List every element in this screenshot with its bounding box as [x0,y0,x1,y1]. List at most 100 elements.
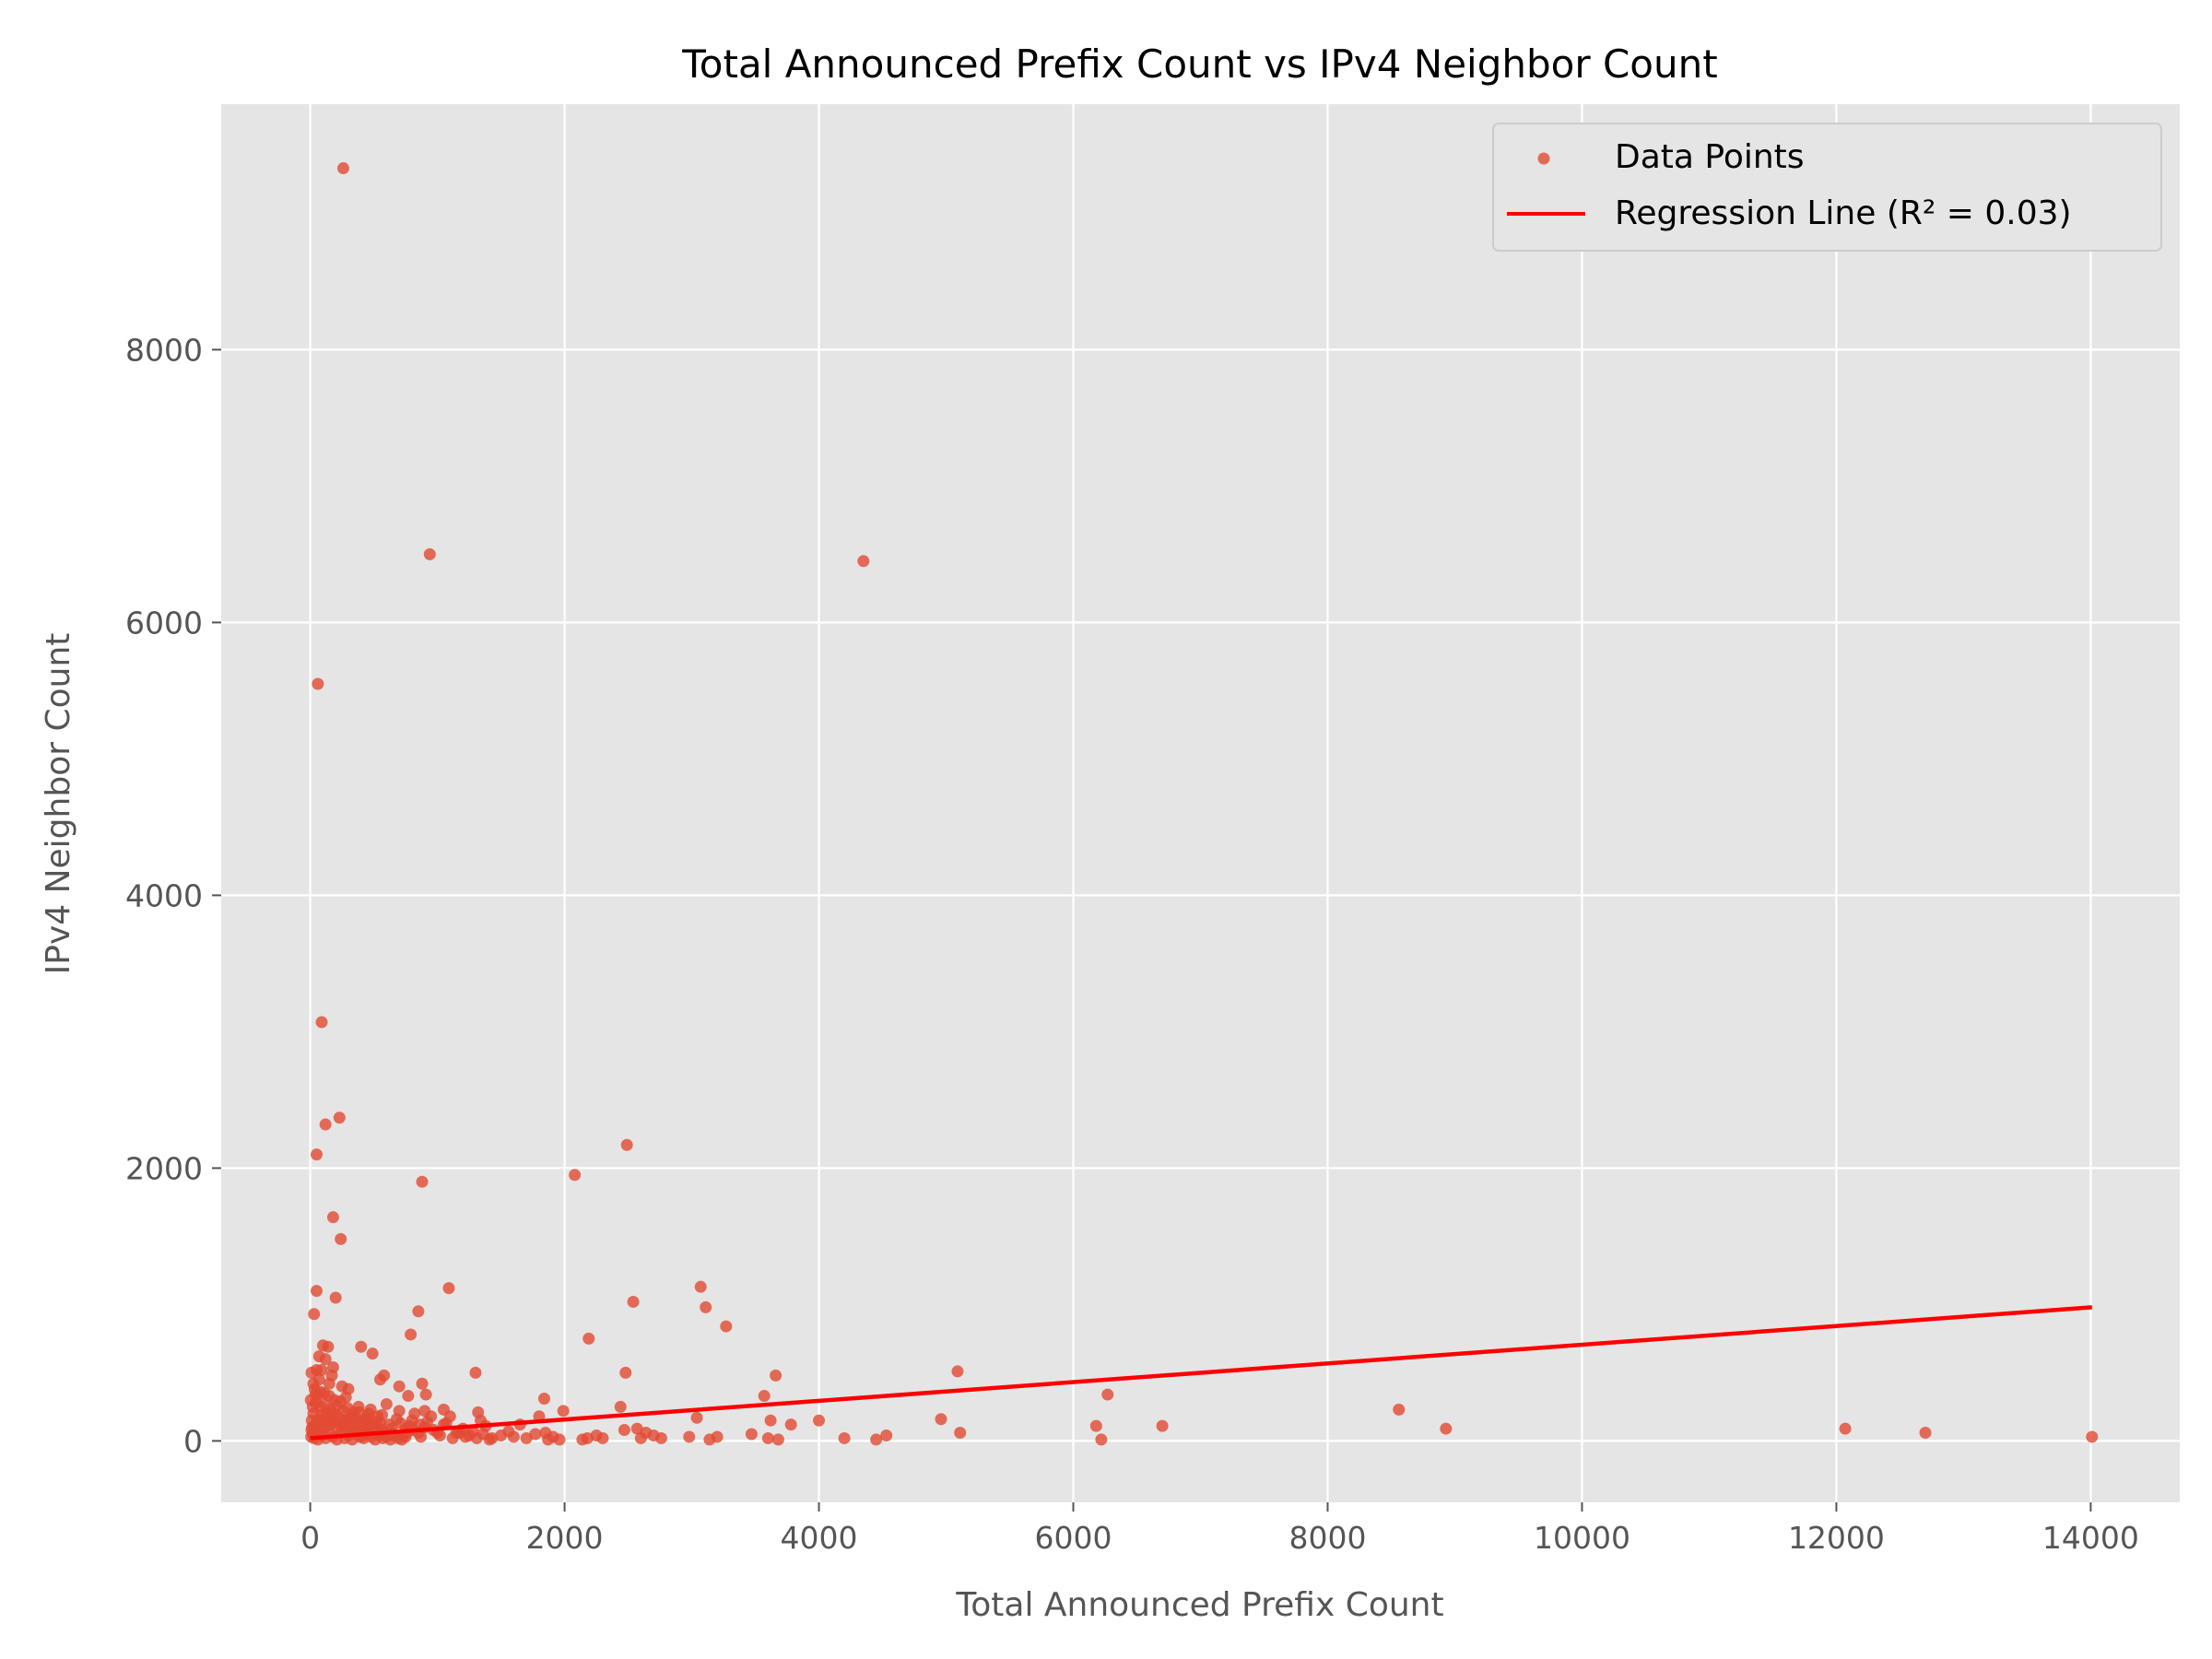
data-point [758,1390,771,1403]
data-point [761,1431,774,1444]
data-point [694,1280,707,1293]
data-point [405,1328,418,1341]
data-point [1156,1419,1169,1432]
data-point [309,1388,322,1401]
data-point [935,1413,947,1426]
data-point [355,1340,368,1353]
data-point [366,1347,379,1360]
data-point [618,1424,630,1437]
data-point [326,1211,339,1224]
data-point [619,1366,632,1379]
data-point [433,1429,446,1441]
data-point [690,1411,703,1424]
data-point [394,1417,407,1430]
data-point [345,1421,358,1434]
data-point [402,1390,415,1403]
data-point [857,555,870,568]
data-point [373,1373,386,1386]
data-point [1919,1427,1932,1440]
legend-box [1492,123,2162,252]
chart-title: Total Announced Prefix Count vs IPv4 Nei… [681,41,1717,87]
data-point [576,1433,589,1446]
data-point [557,1405,570,1418]
legend-label-data-points: Data Points [1615,138,1805,176]
data-point [319,1353,332,1366]
data-point [954,1427,967,1440]
x-axis-label: Total Announced Prefix Count [955,1586,1443,1624]
data-point [380,1397,393,1410]
data-point [539,1427,552,1440]
y-tick-label: 0 [183,1423,203,1459]
data-point [520,1431,533,1444]
y-tick-label: 2000 [125,1150,203,1186]
data-point [1839,1422,1852,1435]
data-point [416,1175,429,1188]
data-point [364,1403,377,1416]
data-point [1101,1388,1114,1401]
legend: Data Points Regression Line (R² = 0.03) [1492,123,2162,252]
data-point [315,1363,328,1376]
x-tick-label: 10000 [1534,1520,1630,1556]
x-tick-label: 4000 [781,1520,858,1556]
data-point [312,677,324,690]
data-point [2086,1430,2099,1443]
x-tick-label: 14000 [2042,1520,2139,1556]
regression-line-series [310,1305,2092,1441]
data-point [413,1418,426,1431]
plot-area [221,104,2180,1502]
data-point [764,1414,777,1427]
data-point [620,1138,633,1151]
data-point [614,1400,627,1413]
data-point [305,1366,318,1379]
x-tick-label: 12000 [1788,1520,1885,1556]
data-point [770,1369,782,1382]
data-point [630,1422,643,1435]
data-point [683,1430,696,1443]
data-point [419,1388,432,1401]
data-point [880,1429,893,1441]
data-point [393,1380,406,1393]
data-point [569,1169,582,1182]
data-point [415,1430,428,1443]
legend-label-regression-line: Regression Line (R² = 0.03) [1615,194,2072,232]
data-point [408,1407,421,1420]
data-point [423,547,436,560]
data-point [469,1366,482,1379]
data-point [334,1394,347,1407]
x-tick-label: 2000 [526,1520,604,1556]
data-point [813,1414,826,1427]
data-point [838,1431,851,1444]
data-point [784,1418,797,1431]
data-point [315,1016,328,1029]
data-point [329,1291,342,1304]
y-tick-label: 6000 [125,605,203,641]
data-point [412,1305,425,1318]
data-point [318,1397,331,1410]
data-point [442,1282,455,1295]
data-point [336,162,349,175]
data-point [325,1369,338,1382]
data-point [416,1377,429,1390]
data-point [529,1428,542,1441]
y-tick-label: 4000 [125,877,203,913]
axis-ticks: 0 2000 4000 6000 8000 10000 12000 14000 0 2000 400… [125,332,2139,1556]
data-point [376,1408,389,1421]
data-point [353,1406,366,1418]
data-point [1095,1433,1108,1446]
data-point [310,1285,323,1298]
data-point [308,1308,321,1321]
data-point [1089,1419,1102,1432]
data-point [700,1300,712,1313]
data-point [582,1332,595,1345]
x-tick-label: 0 [300,1520,320,1556]
data-point [341,1402,354,1415]
legend-marker-data-points [1537,152,1550,165]
data-point [627,1295,640,1308]
data-point [951,1365,964,1378]
data-point [634,1431,647,1444]
x-tick-label: 6000 [1035,1520,1112,1556]
data-point [1393,1403,1406,1416]
data-point [319,1118,332,1131]
data-point [720,1320,733,1333]
